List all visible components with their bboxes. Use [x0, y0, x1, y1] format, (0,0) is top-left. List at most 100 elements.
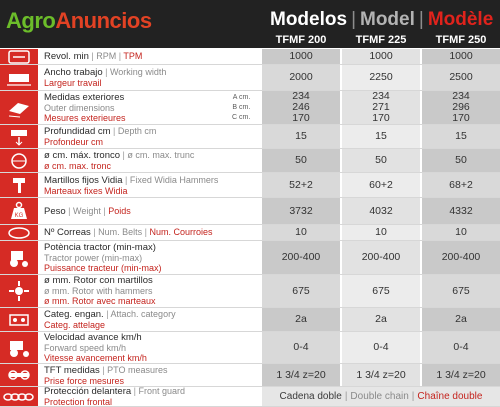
spec-label: Ancho trabajo | Working width Largeur tra… [44, 65, 258, 90]
label-fr: TPM [123, 51, 143, 61]
label-fr: Prise force mesures [44, 375, 125, 386]
label-separator: | [131, 386, 139, 396]
outer-dimensions-icon [0, 91, 38, 124]
value-cell-model-2: 10 [342, 225, 420, 240]
value-text: 170 [292, 112, 310, 124]
value-text: 60+2 [369, 178, 393, 191]
value-text: 170 [372, 112, 390, 124]
label-en: Fixed Widia Hammers [129, 174, 219, 185]
label-separator: | [110, 126, 118, 136]
value-cell-model-2: 50 [342, 149, 420, 172]
value-cell-model-1: 200-400 [262, 241, 340, 274]
value-text: 15 [375, 130, 387, 142]
label-es: Peso [44, 205, 66, 217]
label-fr: Num. Courroies [149, 227, 213, 237]
spec-row: ø cm. máx. tronco | ø cm. max. trunc ø cm… [0, 149, 500, 173]
tractor-power-icon [0, 241, 38, 274]
value-cell-model-1: 675 [262, 275, 340, 307]
brand-part-2: Anuncios [55, 8, 152, 33]
label-en: Tractor power (min-max) [44, 252, 143, 263]
value-text: 675 [292, 284, 310, 297]
value-cell-model-1: 10 [262, 225, 340, 240]
value-cell-model-1: 2a [262, 308, 340, 331]
spec-row: TFT medidas | PTO measures Prise force me… [0, 364, 500, 387]
attach-category-icon [0, 308, 38, 331]
value-separator: | [411, 391, 415, 402]
value-text: 15 [455, 130, 467, 142]
label-fr: Mesures exterieures [44, 112, 126, 123]
label-en: Working width [109, 67, 167, 77]
spec-label: Nº Correas | Num. Belts | Num. Courroies [44, 225, 258, 240]
label-fr: Puissance tracteur (min-max) [44, 262, 162, 273]
value-cell-model-2: 60+2 [342, 173, 420, 197]
value-cell-model-2: 15 [342, 125, 420, 148]
label-separator: | [120, 150, 128, 160]
value-es: Cadena doble [279, 391, 342, 402]
label-separator: | [90, 227, 99, 237]
label-fr: ø cm. max. tronc [44, 161, 112, 171]
label-en: PTO measures [107, 364, 168, 375]
label-fr: ø mm. Rotor avec marteaux [44, 296, 156, 306]
label-en: ø cm. max. trunc [127, 150, 195, 160]
spec-row: Categ. engan. | Attach. category Categ. a… [0, 308, 500, 332]
value-cell-model-1: 0-4 [262, 332, 340, 363]
pto-icon [0, 364, 38, 386]
value-text: 50 [455, 154, 467, 166]
label-separator: | [142, 227, 150, 237]
value-cell-model-2: 234 271 170 [342, 91, 420, 124]
spec-label: Categ. engan. | Attach. category Categ. a… [44, 308, 258, 331]
spec-row: Martillos fijos Vidia | Fixed Widia Hamm… [0, 173, 500, 198]
dimension-unit: A cm. [232, 93, 251, 101]
value-cell-model-1: 15 [262, 125, 340, 148]
label-fr: Protection frontal [44, 397, 113, 407]
value-cell-model-1: 52+2 [262, 173, 340, 197]
value-text: 1000 [369, 50, 393, 62]
title-fr: Modèle [427, 9, 494, 30]
label-separator: | [65, 205, 73, 216]
spec-label: Medidas exteriores Outer dimensions Mesure… [44, 91, 258, 124]
value-cell-model-1: 3732 [262, 198, 340, 224]
value-cell-model-3: 2500 [422, 65, 500, 90]
label-en: Weight [73, 205, 101, 216]
belt-icon [0, 225, 38, 240]
model-header-1: TFMF 200 [275, 34, 327, 46]
label-es: Velocidad avance km/h [44, 331, 142, 343]
value-cell-model-1: 2000 [262, 65, 340, 90]
value-cell-model-2: 1 3/4 z=20 [342, 364, 420, 386]
value-text: 200-400 [441, 251, 481, 263]
value-cell-model-3: 50 [422, 149, 500, 172]
value-cell-model-3: 1000 [422, 49, 500, 64]
value-text: 2a [295, 313, 307, 325]
value-text: 1000 [449, 50, 473, 62]
label-en: Forward speed km/h [44, 342, 127, 353]
spec-label: Potència tractor (min-max) Tractor power … [44, 241, 258, 274]
value-cell-model-2: 1000 [342, 49, 420, 64]
label-es: ø cm. máx. tronco [44, 150, 121, 161]
value-cell-model-3: 68+2 [422, 173, 500, 197]
label-fr: Largeur travail [44, 78, 102, 88]
label-es: Medidas exteriores [44, 91, 125, 103]
value-text: 200-400 [361, 251, 401, 263]
spec-label: ø cm. máx. tronco | ø cm. max. trunc ø cm… [44, 149, 258, 172]
label-separator: | [103, 309, 111, 319]
value-cell-model-3: 1 3/4 z=20 [422, 364, 500, 386]
value-cell-model-2: 0-4 [342, 332, 420, 363]
value-text: 234 [452, 90, 470, 102]
value-text: 68+2 [449, 178, 473, 191]
label-es: Protección delantera [44, 386, 132, 397]
spec-label: Martillos fijos Vidia | Fixed Widia Hamm… [44, 173, 258, 197]
value-text: 200-400 [281, 251, 321, 263]
label-en: ø mm. Rotor with hammers [44, 286, 153, 296]
spec-label: Peso | Weight | Poids [44, 198, 258, 224]
label-en: Front guard [138, 386, 186, 396]
value-cell-model-3: 675 [422, 275, 500, 307]
value-text: 15 [295, 130, 307, 142]
spec-label: TFT medidas | PTO measures Prise force me… [44, 364, 258, 386]
spec-label: Protección delantera | Front guard Protec… [44, 386, 258, 407]
svg-text:KG: KG [15, 213, 24, 219]
spec-row: Potència tractor (min-max) Tractor power … [0, 241, 500, 275]
working-width-icon [0, 65, 38, 90]
label-separator: | [100, 205, 109, 216]
value-text: 1 3/4 z=20 [436, 368, 486, 381]
